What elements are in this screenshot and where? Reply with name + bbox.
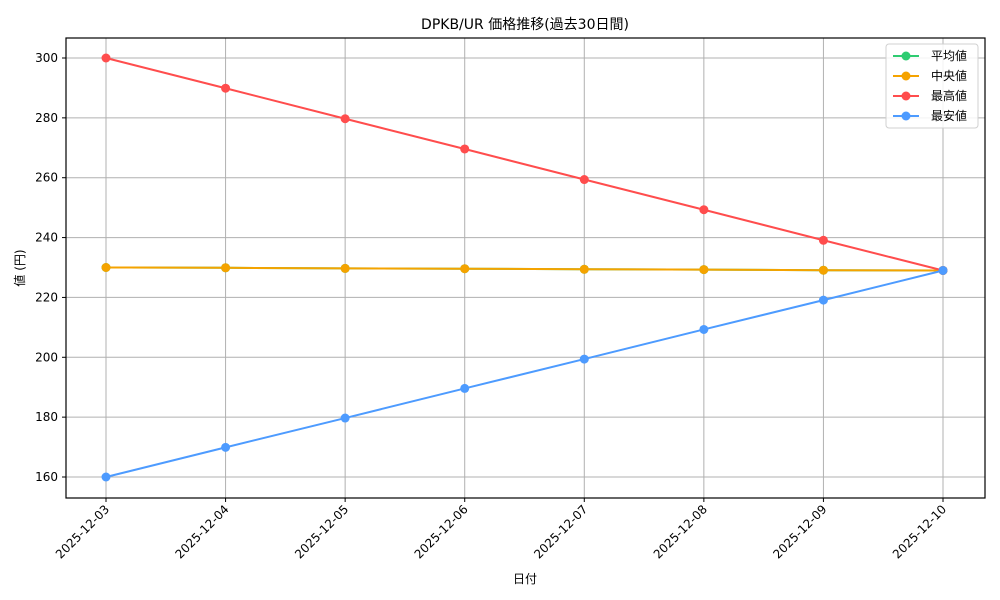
- data-point: [221, 83, 231, 93]
- axes-frame: [65, 37, 986, 499]
- legend-marker-icon: [901, 91, 911, 101]
- legend-marker-icon: [901, 51, 911, 61]
- legend-item: 最高値: [893, 88, 967, 103]
- legend-box: [885, 43, 979, 129]
- x-tick-label: 2025-12-06: [412, 502, 471, 561]
- x-tick-label: 2025-12-04: [172, 502, 231, 561]
- data-point: [579, 175, 589, 185]
- legend-item: 中央値: [893, 68, 967, 83]
- y-tick-label: 200: [35, 350, 58, 364]
- y-tick-label: 160: [35, 470, 58, 484]
- data-point: [579, 264, 589, 274]
- data-point: [221, 442, 231, 452]
- plot-area: 160 180 200 220 240 260 280 300 2025-12-03 2025-1…: [35, 37, 986, 561]
- data-point: [101, 263, 111, 272]
- data-point: [818, 265, 828, 275]
- y-tick-label: 180: [35, 410, 58, 424]
- series-最高値: [101, 53, 948, 275]
- y-tick-label: 260: [35, 171, 58, 185]
- data-point: [221, 263, 231, 273]
- legend-label: 最高値: [931, 88, 967, 103]
- series-line: [105, 57, 944, 272]
- data-point: [101, 472, 111, 482]
- legend-item: 平均値: [893, 48, 967, 63]
- data-point: [699, 265, 709, 275]
- legend-label: 平均値: [931, 48, 967, 63]
- series-最安値: [101, 265, 948, 482]
- y-tick-label: 220: [35, 290, 58, 304]
- series-line: [105, 266, 944, 272]
- y-tick-label: 300: [35, 51, 58, 65]
- legend-label: 最安値: [931, 108, 967, 123]
- legend-label: 中央値: [931, 68, 967, 83]
- data-point: [699, 324, 709, 334]
- data-point: [699, 205, 709, 215]
- series-中央値: [101, 263, 948, 275]
- data-point: [460, 264, 470, 274]
- legend-marker-icon: [901, 111, 911, 121]
- x-tick-label: 2025-12-10: [890, 502, 949, 561]
- x-tick-label: 2025-12-05: [292, 502, 351, 561]
- legend-marker-icon: [901, 71, 911, 81]
- x-axis-label: 日付: [513, 572, 537, 586]
- chart-title: DPKB/UR 価格推移(過去30日間): [421, 17, 629, 33]
- data-point: [818, 235, 828, 245]
- data-point: [340, 413, 350, 423]
- data-point: [101, 53, 111, 63]
- data-point: [340, 263, 350, 273]
- data-point: [579, 354, 589, 364]
- data-point: [938, 265, 948, 275]
- x-tick-label: 2025-12-07: [531, 502, 590, 561]
- x-tick-label: 2025-12-03: [53, 502, 112, 561]
- x-tick-label: 2025-12-08: [651, 502, 710, 561]
- data-point: [340, 114, 350, 124]
- y-tick-label: 240: [35, 231, 58, 245]
- data-point: [818, 295, 828, 305]
- series-line: [105, 269, 944, 478]
- y-axis-label: 値 (円): [12, 249, 27, 286]
- legend-item: 最安値: [893, 108, 967, 123]
- data-point: [460, 144, 470, 154]
- x-tick-label: 2025-12-09: [770, 502, 829, 561]
- y-tick-label: 280: [35, 111, 58, 125]
- data-point: [460, 383, 470, 393]
